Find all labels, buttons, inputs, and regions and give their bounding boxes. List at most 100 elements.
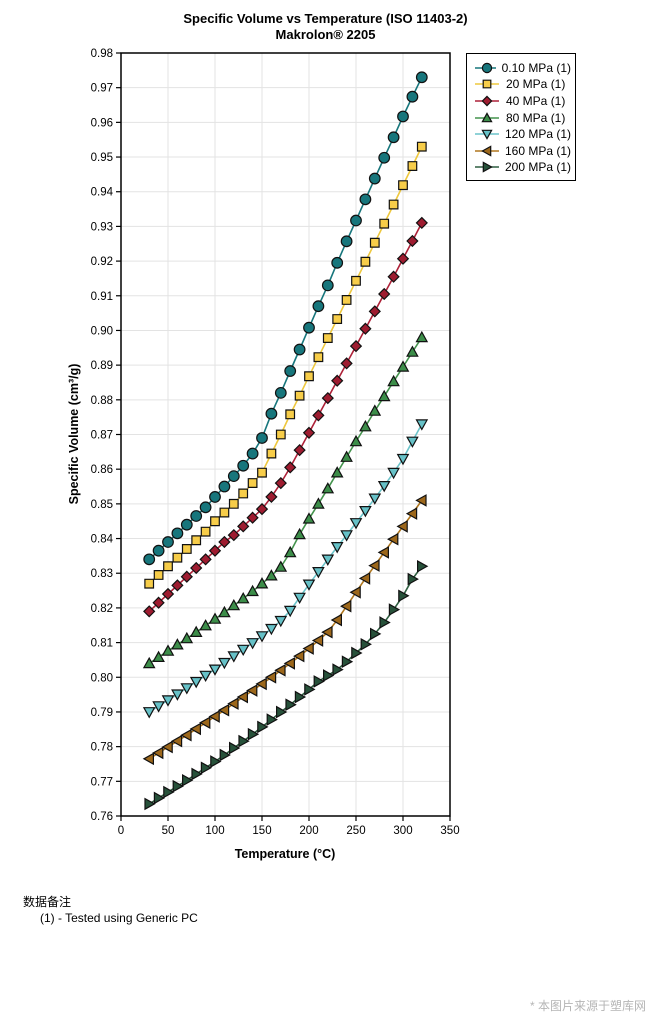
data-point [293,343,306,356]
data-point [255,502,269,516]
y-tick-label: 0.79 [91,707,113,719]
data-point [312,566,325,579]
data-point [331,256,344,269]
x-tick-label: 150 [252,825,271,837]
triangle-left-marker-icon [475,145,499,157]
data-point [359,506,372,518]
data-point [313,352,324,363]
notes-header: 数据备注 [23,895,72,909]
data-point [321,391,334,405]
data-point [227,598,241,611]
series-line [148,76,423,560]
legend-label: 80 MPa (1) [506,110,566,125]
square-marker-icon [475,79,499,89]
data-point [246,447,259,460]
y-tick-label: 0.87 [91,430,113,442]
data-point [257,720,269,734]
data-point [341,655,354,669]
series-0.10-mpa-1 [143,71,428,566]
legend-item-3: 80 MPa (1) [474,110,571,126]
series-line [148,336,423,665]
data-point [378,151,391,164]
data-point [266,448,277,459]
y-tick-label: 0.96 [91,117,113,129]
legend-label: 120 MPa (1) [504,127,571,142]
x-axis-title: Temperature (°C) [235,847,336,861]
data-point [265,569,278,581]
data-point [349,585,361,599]
data-point [238,734,250,748]
data-point [304,371,314,382]
data-point [274,663,286,677]
data-point [152,544,165,557]
data-point [171,689,184,701]
data-point [190,561,203,575]
data-point [257,467,267,478]
data-point [350,214,362,227]
data-point [368,172,381,185]
data-point [189,676,203,689]
y-tick-label: 0.77 [91,776,113,788]
data-point [208,544,222,557]
data-point [171,579,184,592]
data-point [358,572,371,585]
legend-item-4: 120 MPa (1) [474,126,571,142]
chart-plot: Temperature (°C) Specific Volume (cm³/g)… [67,48,460,861]
data-point [274,615,288,628]
data-point [218,480,231,493]
data-point [199,501,212,514]
data-point [340,530,353,542]
data-point [303,321,315,334]
data-point [189,625,203,638]
data-point [246,584,259,597]
data-point [190,510,203,522]
data-point [341,295,352,305]
data-point [368,305,381,318]
data-point [180,683,194,695]
data-point [180,728,192,742]
data-point [246,684,258,697]
data-point [144,578,155,589]
data-point [368,493,382,505]
legend-label: 0.10 MPa (1) [501,60,571,75]
y-tick-label: 0.89 [91,360,113,372]
data-point [311,634,324,647]
data-point [359,419,372,432]
data-point [294,390,305,401]
data-point [199,619,212,631]
plot-frame [120,52,451,817]
x-tick-label: 50 [162,825,175,837]
legend-item-6: 200 MPa (1) [474,160,571,176]
y-tick-label: 0.76 [91,811,113,823]
series-40-mpa-1 [143,216,428,618]
data-point [359,322,372,335]
watermark: * 本图片来源于塑库网 [529,999,646,1013]
triangle-up-marker-icon [475,111,499,122]
data-point [482,79,492,89]
data-point [359,193,372,206]
data-point [161,587,175,601]
data-point [284,461,297,474]
data-point [330,613,342,627]
legend-item-1: 20 MPa (1) [474,77,571,93]
data-point [181,543,192,554]
data-point [236,644,250,657]
data-point [294,690,307,704]
data-point [162,536,174,548]
data-point [332,663,344,676]
data-point [247,727,260,741]
data-point [387,270,400,283]
data-point [256,432,268,444]
data-point [199,670,212,683]
data-point [406,345,419,357]
data-point [415,216,428,230]
triangle-down-marker-icon [475,129,499,141]
data-point [370,627,382,641]
data-point [331,374,344,387]
data-point [284,365,297,377]
data-point [142,707,156,719]
data-point [236,591,250,604]
data-point [228,498,239,509]
legend-item-0: 0.10 MPa (1) [474,60,571,76]
circle-marker-icon [475,62,496,73]
